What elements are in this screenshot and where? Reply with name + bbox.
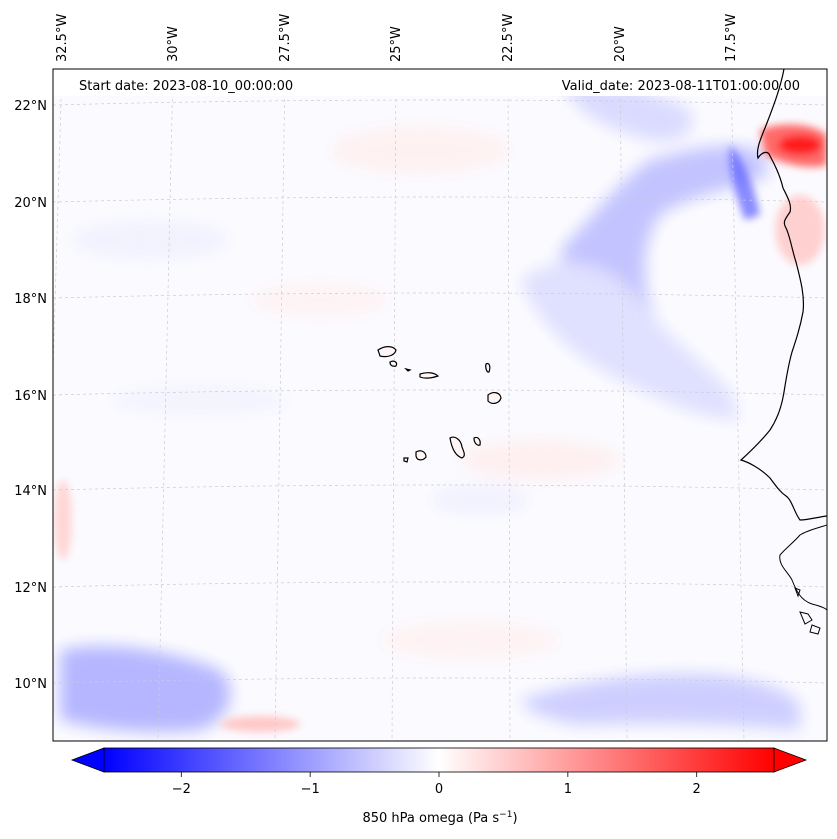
lon-label-32-5w: 32.5°W (55, 14, 70, 62)
positive-patch-2 (460, 440, 620, 480)
gridlines (53, 69, 827, 741)
valid-date-label: Valid_date: 2023-08-11T01:00:00.00 (562, 79, 800, 94)
colorbar-extend-low (70, 747, 105, 773)
lon-label-17-5w: 17.5°W (724, 14, 739, 62)
lon-label-25w: 25°W (389, 26, 404, 62)
latitude-labels: 22°N 20°N 18°N 16°N 14°N 12°N 10°N (14, 99, 47, 692)
colorbar-label-suffix: ) (512, 811, 517, 826)
island-santa-luzia (404, 367, 412, 372)
colorbar-tick-label: 1 (564, 782, 572, 797)
negative-patch-1 (70, 220, 230, 260)
island-sao-nicolau (419, 372, 440, 379)
island-fogo (415, 450, 427, 461)
map-panel: Start date: 2023-08-10_00:00:00 Valid_da… (53, 69, 827, 741)
positive-patch-south (220, 716, 300, 732)
colorbar-label-superscript: −1 (499, 810, 512, 820)
island-maio (473, 436, 481, 446)
lat-label-10n: 10°N (14, 677, 47, 692)
coastline-guinea (779, 524, 827, 611)
colorbar-ticks: −2 −1 0 1 2 (172, 772, 701, 797)
island-boa-vista (487, 392, 502, 404)
colorbar-tick-label: −1 (301, 782, 320, 797)
omega-field (54, 79, 827, 732)
colorbar-gradient (103, 747, 775, 773)
negative-coastal-strip (729, 145, 760, 220)
colorbar-label: 850 hPa omega (Pa s−1) (362, 810, 517, 826)
colorbar-tick-label: 2 (693, 782, 701, 797)
cape-verde-islands (377, 346, 502, 463)
positive-patch-4 (380, 620, 560, 660)
coastline-islands-south (794, 587, 821, 635)
colorbar-tick-label: 0 (435, 782, 443, 797)
lat-label-12n: 12°N (14, 581, 47, 596)
lat-label-22n: 22°N (14, 99, 47, 114)
start-date-label: Start date: 2023-08-10_00:00:00 (79, 79, 293, 94)
lat-label-20n: 20°N (14, 196, 47, 211)
positive-patch-3 (250, 282, 390, 318)
island-sal (485, 362, 491, 373)
map-frame (52, 68, 828, 742)
colorbar-tick-label: −2 (172, 782, 191, 797)
negative-band-south (60, 646, 231, 732)
longitude-labels: 32.5°W 30°W 27.5°W 25°W 22.5°W 20°W 17.5… (55, 14, 739, 62)
colorbar-extend-high (773, 747, 808, 773)
island-santiago (449, 436, 465, 459)
africa-coastline (739, 69, 827, 521)
lat-label-18n: 18°N (14, 292, 47, 307)
positive-patch-east (775, 195, 825, 265)
lon-label-30w: 30°W (166, 26, 181, 62)
colorbar: −2 −1 0 1 2 (70, 747, 808, 797)
negative-field-east (520, 262, 740, 420)
island-sao-vicente (389, 360, 398, 367)
lon-label-20w: 20°W (613, 26, 628, 62)
negative-band-southeast (520, 673, 800, 730)
lat-label-14n: 14°N (14, 484, 47, 499)
negative-patch-2 (110, 385, 290, 415)
colorbar-label-text: 850 hPa omega (Pa s (362, 811, 499, 826)
positive-strip-west (54, 480, 72, 560)
negative-patch-3 (430, 485, 530, 515)
island-santo-antao (377, 346, 397, 358)
positive-core-coast (778, 135, 822, 155)
label-strip (53, 70, 827, 96)
island-brava (403, 457, 409, 463)
positive-patch-1 (330, 125, 510, 175)
lat-label-16n: 16°N (14, 389, 47, 404)
lon-label-22-5w: 22.5°W (501, 14, 516, 62)
lon-label-27-5w: 27.5°W (278, 14, 293, 62)
